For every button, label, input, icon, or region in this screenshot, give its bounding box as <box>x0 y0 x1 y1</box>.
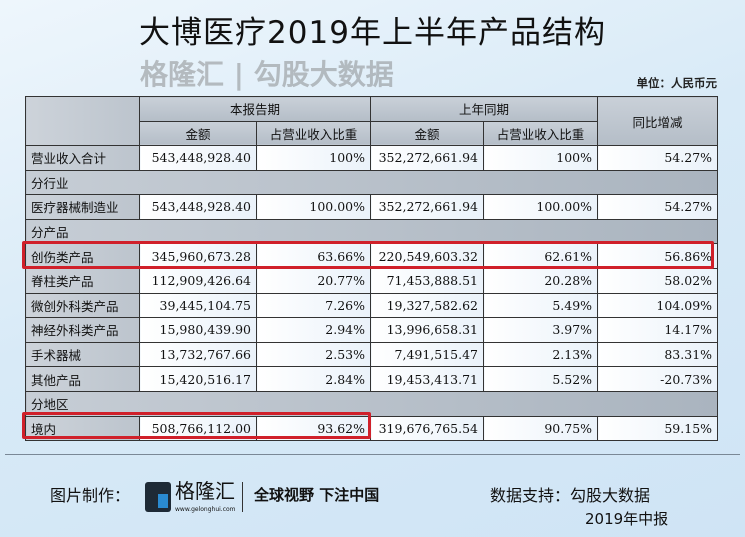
yoy-change-cell: 14.17% <box>597 317 719 343</box>
current-share-cell: 100.00% <box>255 194 372 220</box>
header-amount: 金额 <box>139 120 257 146</box>
separator <box>242 482 243 512</box>
corner-cell <box>25 96 140 146</box>
yoy-change-cell: 54.27% <box>597 145 719 171</box>
prior-share-cell: 62.61% <box>483 243 599 269</box>
data-source: 数据支持：勾股大数据 <box>490 486 651 505</box>
table-row: 神经外科类产品 15,980,439.90 2.94% 13,996,658.31 3.… <box>25 317 719 343</box>
current-share-cell: 7.26% <box>255 292 372 319</box>
prior-share-cell: 2.13% <box>483 341 599 368</box>
row-label: 神经外科类产品 <box>25 317 140 343</box>
page-title: 大博医疗2019年上半年产品结构 <box>139 15 606 51</box>
yoy-change-cell: -20.73% <box>597 366 719 392</box>
watermark: 格隆汇 | 勾股大数据 <box>140 58 394 91</box>
product-structure-table: 本报告期 上年同期 同比增减 金额 占营业收入比重 金额 占营业收入比重 营业收… <box>24 96 719 442</box>
prior-share-cell: 3.97% <box>483 317 599 343</box>
table-row: 创伤类产品 345,960,673.28 63.66% 220,549,603.32 6… <box>25 243 719 269</box>
section-label: 分产品 <box>24 218 719 245</box>
row-label: 创伤类产品 <box>25 243 140 269</box>
prior-amount-cell: 19,327,582.62 <box>370 292 485 319</box>
brand-name: 格隆汇 <box>175 479 235 503</box>
current-amount-cell: 508,766,112.00 <box>139 415 257 442</box>
table-row: 其他产品 15,420,516.17 2.84% 19,453,413.71 5.52%… <box>25 366 719 392</box>
current-amount-cell: 345,960,673.28 <box>139 243 257 269</box>
current-amount-cell: 15,420,516.17 <box>139 366 257 392</box>
current-amount-cell: 112,909,426.64 <box>139 267 257 294</box>
highlight-box-trauma <box>22 241 714 269</box>
header-prior: 上年同期 <box>370 96 599 122</box>
yoy-change-cell: 83.31% <box>597 341 719 368</box>
yoy-change-cell: 58.02% <box>597 267 719 294</box>
current-share-cell: 20.77% <box>255 267 372 294</box>
header-share: 占营业收入比重 <box>483 120 599 146</box>
gelonghui-logo-icon <box>145 482 171 512</box>
current-share-cell: 2.53% <box>255 341 372 368</box>
slogan: 全球视野 下注中国 <box>254 486 380 504</box>
section-row: 分行业 <box>24 169 719 196</box>
current-share-cell: 63.66% <box>255 243 372 269</box>
made-by-label: 图片制作： <box>50 486 131 505</box>
row-label: 其他产品 <box>25 366 140 392</box>
row-label: 营业收入合计 <box>25 145 140 171</box>
table-row: 脊柱类产品 112,909,426.64 20.77% 71,453,888.51 20… <box>25 267 719 294</box>
prior-share-cell: 100.00% <box>483 194 599 220</box>
section-label: 分行业 <box>24 169 719 196</box>
table-row: 营业收入合计 543,448,928.40 100% 352,272,661.94 10… <box>25 145 719 171</box>
section-row: 分产品 <box>24 218 719 245</box>
current-share-cell: 2.94% <box>255 317 372 343</box>
prior-share-cell: 5.49% <box>483 292 599 319</box>
brand-url: www.gelonghui.com <box>175 506 236 513</box>
current-share-cell: 100% <box>255 145 372 171</box>
table-row: 手术器械 13,732,767.66 2.53% 7,491,515.47 2.13% 8… <box>25 341 719 368</box>
prior-share-cell: 100% <box>483 145 599 171</box>
prior-share-cell: 5.52% <box>483 366 599 392</box>
current-amount-cell: 543,448,928.40 <box>139 145 257 171</box>
row-label: 微创外科类产品 <box>25 292 140 319</box>
header-share: 占营业收入比重 <box>255 120 372 146</box>
prior-amount-cell: 19,453,413.71 <box>370 366 485 392</box>
report-period: 2019年中报 <box>585 510 669 528</box>
current-amount-cell: 543,448,928.40 <box>139 194 257 220</box>
row-label: 脊柱类产品 <box>25 267 140 294</box>
unit-label: 单位：人民币元 <box>636 76 718 90</box>
prior-amount-cell: 319,676,765.54 <box>370 415 485 442</box>
prior-amount-cell: 352,272,661.94 <box>370 194 485 220</box>
yoy-change-cell: 59.15% <box>597 415 719 442</box>
highlight-box-domestic <box>22 412 371 439</box>
prior-share-cell: 90.75% <box>483 415 599 442</box>
current-amount-cell: 39,445,104.75 <box>139 292 257 319</box>
header-amount: 金额 <box>370 120 485 146</box>
current-share-cell: 2.84% <box>255 366 372 392</box>
prior-amount-cell: 7,491,515.47 <box>370 341 485 368</box>
header-current: 本报告期 <box>138 96 372 122</box>
prior-amount-cell: 71,453,888.51 <box>370 267 485 294</box>
yoy-change-cell: 54.27% <box>597 194 719 220</box>
prior-share-cell: 20.28% <box>483 267 599 294</box>
header-yoy: 同比增减 <box>597 96 719 146</box>
prior-amount-cell: 352,272,661.94 <box>370 145 485 171</box>
row-label: 手术器械 <box>25 341 140 368</box>
row-label: 医疗器械制造业 <box>25 194 140 220</box>
current-amount-cell: 15,980,439.90 <box>139 317 257 343</box>
table-row: 微创外科类产品 39,445,104.75 7.26% 19,327,582.62 5.… <box>25 292 719 319</box>
table-row: 境内 508,766,112.00 93.62% 319,676,765.54 90.7… <box>25 415 719 442</box>
current-amount-cell: 13,732,767.66 <box>139 341 257 368</box>
table-row: 医疗器械制造业 543,448,928.40 100.00% 352,272,661.… <box>25 194 719 220</box>
prior-amount-cell: 13,996,658.31 <box>370 317 485 343</box>
divider <box>5 454 740 455</box>
yoy-change-cell: 56.86% <box>597 243 719 269</box>
yoy-change-cell: 104.09% <box>597 292 719 319</box>
